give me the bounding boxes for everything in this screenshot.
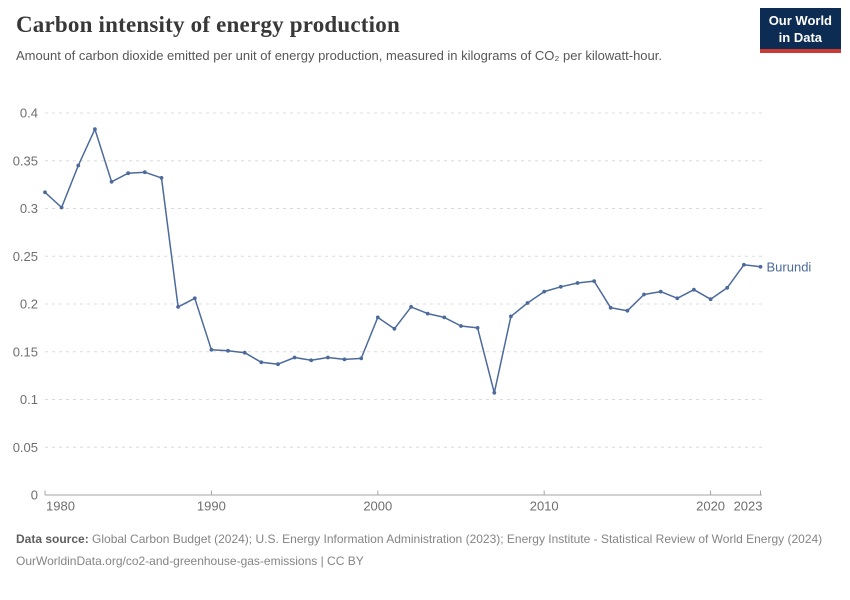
data-source-label: Data source: [16, 532, 89, 546]
data-point[interactable] [459, 324, 463, 328]
data-point[interactable] [442, 315, 447, 320]
data-point[interactable] [342, 357, 347, 362]
data-point[interactable] [542, 289, 547, 294]
y-tick-label: 0.4 [20, 106, 38, 121]
data-point[interactable] [692, 287, 696, 292]
data-point[interactable] [725, 285, 730, 290]
data-point[interactable] [625, 308, 630, 313]
data-point[interactable] [375, 315, 380, 320]
y-tick-label: 0.05 [13, 440, 38, 455]
data-point[interactable] [509, 314, 513, 319]
data-point[interactable] [742, 262, 746, 267]
x-tick-label: 1990 [197, 499, 226, 514]
chart-canvas: 0 0.05 0.1 0.15 0.2 0.25 0.3 0.35 0.4 1980 1990 200… [13, 106, 812, 514]
data-point[interactable] [259, 360, 264, 365]
data-point[interactable] [326, 355, 330, 360]
series-end-label: Burundi [767, 259, 812, 274]
data-point[interactable] [392, 326, 397, 331]
data-point[interactable] [209, 347, 214, 352]
data-point[interactable] [192, 296, 197, 301]
data-point[interactable] [76, 163, 81, 168]
data-point[interactable] [675, 296, 680, 301]
data-source-line: Data source: Global Carbon Budget (2024)… [16, 531, 828, 548]
data-source-text: Global Carbon Budget (2024); U.S. Energy… [88, 532, 823, 546]
x-tick-label: 2023 [734, 499, 763, 514]
line-chart: 0 0.05 0.1 0.15 0.2 0.25 0.3 0.35 0.4 1980 1990 200… [0, 95, 850, 530]
data-point[interactable] [176, 305, 181, 309]
y-tick-label: 0.1 [20, 392, 38, 407]
owid-logo-line1: Our World [768, 13, 832, 28]
citation-line: OurWorldinData.org/co2-and-greenhouse-ga… [16, 553, 364, 568]
data-point[interactable] [708, 297, 713, 302]
data-point[interactable] [525, 301, 530, 305]
data-point[interactable] [242, 350, 247, 355]
y-tick-label: 0.2 [20, 297, 38, 312]
data-point[interactable] [592, 279, 596, 283]
data-point[interactable] [276, 362, 280, 367]
data-point[interactable] [142, 170, 147, 175]
y-tick-label: 0.15 [13, 344, 38, 359]
y-tick-label: 0.35 [13, 153, 38, 168]
data-point[interactable] [309, 358, 314, 363]
data-point[interactable] [558, 284, 563, 289]
data-point[interactable] [758, 264, 763, 269]
data-point[interactable] [359, 356, 364, 361]
data-line[interactable] [44, 128, 762, 394]
data-point[interactable] [608, 305, 613, 310]
data-point[interactable] [409, 305, 413, 309]
x-tick-label: 2000 [363, 499, 392, 514]
data-point[interactable] [226, 348, 230, 353]
page-title: Carbon intensity of energy production [16, 12, 400, 37]
data-point[interactable] [292, 355, 297, 360]
data-point[interactable] [642, 292, 646, 297]
page-subtitle: Amount of carbon dioxide emitted per uni… [16, 48, 662, 63]
x-tick-label: 2020 [696, 499, 725, 514]
data-point[interactable] [159, 176, 164, 180]
data-point[interactable] [59, 205, 64, 210]
y-tick-label: 0 [31, 488, 38, 503]
chart-header: Carbon intensity of energy production Am… [16, 12, 756, 65]
y-tick-label: 0.3 [20, 201, 38, 216]
x-tick-label: 1980 [46, 499, 75, 514]
y-tick-label: 0.25 [13, 249, 38, 264]
data-point[interactable] [492, 390, 497, 395]
data-point[interactable] [93, 127, 97, 132]
owid-logo[interactable]: Our World in Data [759, 8, 841, 54]
data-point[interactable] [575, 281, 580, 285]
data-point[interactable] [425, 311, 430, 316]
owid-logo-line2: in Data [778, 29, 823, 45]
data-point[interactable] [658, 289, 663, 294]
data-point[interactable] [475, 326, 480, 330]
x-tick-label: 2010 [530, 499, 559, 514]
data-point[interactable] [109, 179, 114, 184]
chart-footer: Data source: Global Carbon Budget (2024)… [16, 531, 828, 568]
data-point[interactable] [43, 190, 47, 195]
data-point[interactable] [126, 171, 131, 176]
